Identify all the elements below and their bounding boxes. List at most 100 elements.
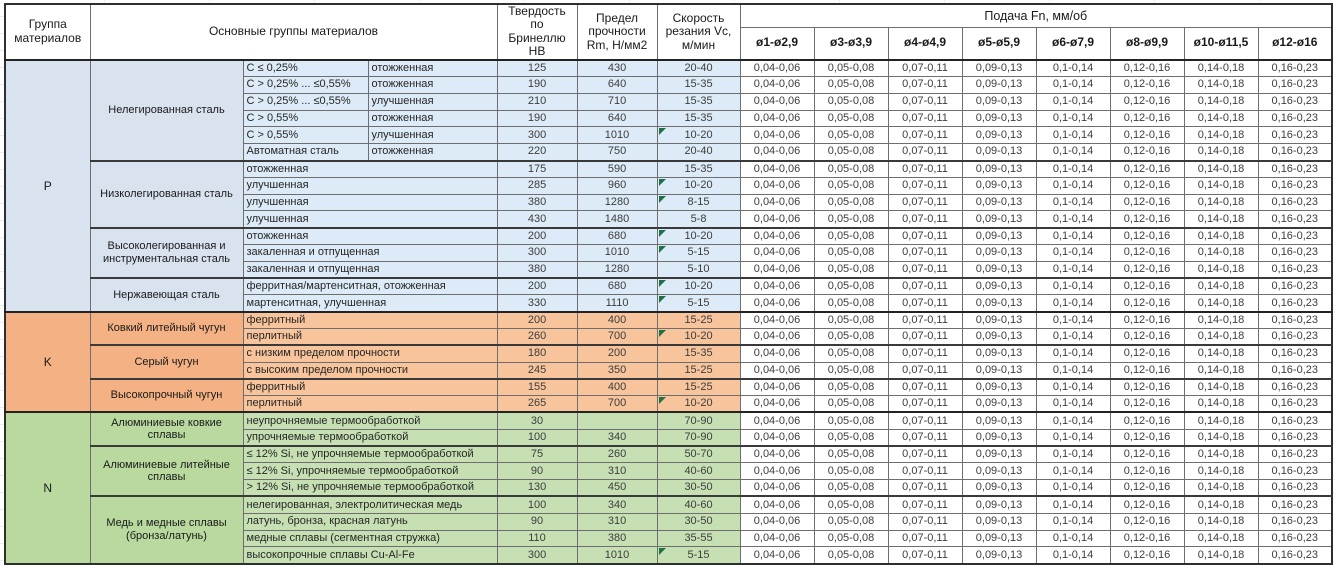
feed-cell-6[interactable]: 0,14-0,18 — [1183, 361, 1259, 380]
feed-cell-0[interactable]: 0,04-0,06 — [739, 294, 815, 313]
header-feed-diameter-6[interactable]: ø10-ø11,5 — [1183, 26, 1259, 61]
feed-cell-0[interactable]: 0,04-0,06 — [739, 395, 815, 413]
feed-cell-3[interactable]: 0,09-0,13 — [961, 495, 1037, 514]
feed-cell-1[interactable]: 0,05-0,08 — [813, 109, 889, 128]
rm-cell[interactable]: 200 — [576, 344, 658, 363]
feed-cell-4[interactable]: 0,1-0,14 — [1035, 546, 1111, 565]
hb-cell[interactable]: 200 — [496, 226, 578, 246]
vc-cell[interactable]: 5-10 — [656, 260, 741, 279]
group-cell-P[interactable]: P — [4, 58, 91, 313]
feed-cell-3[interactable]: 0,09-0,13 — [961, 143, 1037, 162]
feed-cell-5[interactable]: 0,12-0,16 — [1109, 328, 1185, 346]
feed-cell-0[interactable]: 0,04-0,06 — [739, 428, 815, 447]
feed-cell-5[interactable]: 0,12-0,16 — [1109, 344, 1185, 363]
feed-cell-6[interactable]: 0,14-0,18 — [1183, 377, 1259, 397]
vc-cell[interactable]: 20-40 — [656, 58, 741, 78]
feed-cell-5[interactable]: 0,12-0,16 — [1109, 159, 1185, 178]
feed-cell-6[interactable]: 0,14-0,18 — [1183, 277, 1259, 296]
desc-cell[interactable]: отожженная — [367, 143, 498, 162]
feed-cell-3[interactable]: 0,09-0,13 — [961, 176, 1037, 195]
feed-cell-7[interactable]: 0,16-0,23 — [1257, 310, 1333, 329]
feed-cell-0[interactable]: 0,04-0,06 — [739, 328, 815, 346]
feed-cell-2[interactable]: 0,07-0,11 — [887, 143, 963, 162]
feed-cell-7[interactable]: 0,16-0,23 — [1257, 546, 1333, 565]
feed-cell-6[interactable]: 0,14-0,18 — [1183, 260, 1259, 279]
desc-cell[interactable]: улучшенная — [367, 92, 498, 111]
desc-cell[interactable]: C > 0,25% ... ≤0,55% — [242, 76, 369, 94]
desc-cell[interactable]: с высоким пределом прочности — [242, 361, 498, 380]
feed-cell-3[interactable]: 0,09-0,13 — [961, 226, 1037, 246]
feed-cell-2[interactable]: 0,07-0,11 — [887, 92, 963, 111]
rm-cell[interactable]: 1010 — [576, 244, 658, 262]
feed-cell-3[interactable]: 0,09-0,13 — [961, 126, 1037, 145]
header-material-group[interactable]: Группа материалов — [4, 3, 91, 61]
feed-cell-5[interactable]: 0,12-0,16 — [1109, 546, 1185, 565]
feed-cell-6[interactable]: 0,14-0,18 — [1183, 294, 1259, 313]
feed-cell-3[interactable]: 0,09-0,13 — [961, 260, 1037, 279]
feed-cell-2[interactable]: 0,07-0,11 — [887, 428, 963, 447]
feed-cell-3[interactable]: 0,09-0,13 — [961, 310, 1037, 329]
desc-cell[interactable]: улучшенная — [242, 193, 498, 212]
feed-cell-4[interactable]: 0,1-0,14 — [1035, 344, 1111, 363]
group-cell-N[interactable]: N — [4, 411, 91, 565]
desc-cell[interactable]: упрочняемые термообработкой — [242, 428, 498, 447]
rm-cell[interactable]: 350 — [576, 361, 658, 380]
feed-cell-3[interactable]: 0,09-0,13 — [961, 244, 1037, 262]
feed-cell-3[interactable]: 0,09-0,13 — [961, 512, 1037, 531]
feed-cell-4[interactable]: 0,1-0,14 — [1035, 277, 1111, 296]
vc-cell[interactable]: 30-50 — [656, 512, 741, 531]
feed-cell-5[interactable]: 0,12-0,16 — [1109, 176, 1185, 195]
feed-cell-7[interactable]: 0,16-0,23 — [1257, 226, 1333, 246]
desc-cell[interactable]: C > 0,25% ... ≤0,55% — [242, 92, 369, 111]
feed-cell-7[interactable]: 0,16-0,23 — [1257, 244, 1333, 262]
rm-cell[interactable]: 1010 — [576, 546, 658, 565]
feed-cell-2[interactable]: 0,07-0,11 — [887, 411, 963, 430]
hb-cell[interactable]: 330 — [496, 294, 578, 313]
vc-cell[interactable]: 35-55 — [656, 529, 741, 548]
feed-cell-7[interactable]: 0,16-0,23 — [1257, 361, 1333, 380]
desc-cell[interactable]: улучшенная — [367, 126, 498, 145]
rm-cell[interactable]: 340 — [576, 428, 658, 447]
family-cell[interactable]: Ковкий литейный чугун — [89, 310, 244, 346]
vc-cell[interactable]: 70-90 — [656, 428, 741, 447]
feed-cell-5[interactable]: 0,12-0,16 — [1109, 226, 1185, 246]
header-main-groups[interactable]: Основные группы материалов — [89, 3, 498, 61]
desc-cell[interactable]: медные сплавы (сегментная стружка) — [242, 529, 498, 548]
feed-cell-3[interactable]: 0,09-0,13 — [961, 92, 1037, 111]
rm-cell[interactable]: 380 — [576, 529, 658, 548]
feed-cell-7[interactable]: 0,16-0,23 — [1257, 193, 1333, 212]
feed-cell-0[interactable]: 0,04-0,06 — [739, 58, 815, 78]
feed-cell-7[interactable]: 0,16-0,23 — [1257, 260, 1333, 279]
feed-cell-6[interactable]: 0,14-0,18 — [1183, 226, 1259, 246]
feed-cell-7[interactable]: 0,16-0,23 — [1257, 377, 1333, 397]
feed-cell-0[interactable]: 0,04-0,06 — [739, 76, 815, 94]
vc-cell[interactable]: 15-35 — [656, 92, 741, 111]
family-cell[interactable]: Серый чугун — [89, 344, 244, 380]
feed-cell-2[interactable]: 0,07-0,11 — [887, 310, 963, 329]
vc-cell[interactable]: 8-15 — [656, 193, 741, 212]
desc-cell[interactable]: ≤ 12% Si, упрочняемые термообработкой — [242, 462, 498, 481]
feed-cell-0[interactable]: 0,04-0,06 — [739, 462, 815, 481]
feed-cell-5[interactable]: 0,12-0,16 — [1109, 411, 1185, 430]
feed-cell-7[interactable]: 0,16-0,23 — [1257, 176, 1333, 195]
feed-cell-5[interactable]: 0,12-0,16 — [1109, 428, 1185, 447]
hb-cell[interactable]: 110 — [496, 529, 578, 548]
feed-cell-3[interactable]: 0,09-0,13 — [961, 58, 1037, 78]
feed-cell-1[interactable]: 0,05-0,08 — [813, 58, 889, 78]
feed-cell-5[interactable]: 0,12-0,16 — [1109, 193, 1185, 212]
feed-cell-0[interactable]: 0,04-0,06 — [739, 277, 815, 296]
feed-cell-1[interactable]: 0,05-0,08 — [813, 529, 889, 548]
feed-cell-0[interactable]: 0,04-0,06 — [739, 361, 815, 380]
feed-cell-2[interactable]: 0,07-0,11 — [887, 159, 963, 178]
feed-cell-6[interactable]: 0,14-0,18 — [1183, 328, 1259, 346]
feed-cell-0[interactable]: 0,04-0,06 — [739, 143, 815, 162]
feed-cell-0[interactable]: 0,04-0,06 — [739, 310, 815, 329]
vc-cell[interactable]: 10-20 — [656, 176, 741, 195]
feed-cell-0[interactable]: 0,04-0,06 — [739, 109, 815, 128]
hb-cell[interactable]: 200 — [496, 277, 578, 296]
feed-cell-0[interactable]: 0,04-0,06 — [739, 479, 815, 497]
feed-cell-7[interactable]: 0,16-0,23 — [1257, 428, 1333, 447]
feed-cell-1[interactable]: 0,05-0,08 — [813, 411, 889, 430]
vc-cell[interactable]: 50-70 — [656, 445, 741, 464]
feed-cell-4[interactable]: 0,1-0,14 — [1035, 411, 1111, 430]
